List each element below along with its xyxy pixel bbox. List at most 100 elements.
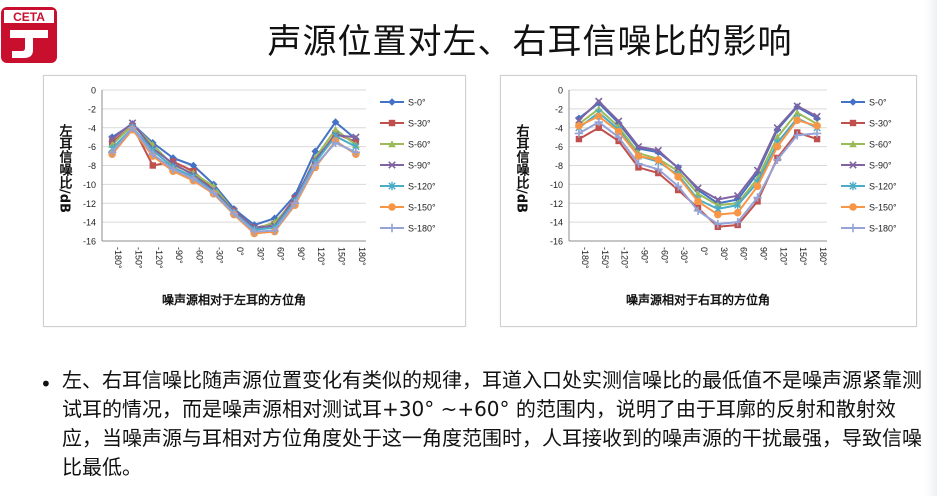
left-data-point xyxy=(250,227,259,236)
right-x-tick-label: -90° xyxy=(639,247,649,264)
left-legend-label: S-0° xyxy=(408,98,426,108)
right-data-point xyxy=(694,190,702,198)
left-legend-marker xyxy=(387,223,397,233)
left-y-tick-label: -16 xyxy=(83,237,96,247)
right-y-tick-label: -8 xyxy=(555,161,563,171)
left-x-tick-label: 30° xyxy=(255,247,265,261)
right-x-tick-label: 150° xyxy=(798,247,808,266)
right-data-point xyxy=(674,164,682,173)
left-y-axis-label: 左耳信噪比/dB xyxy=(57,123,73,213)
left-legend-label: S-120° xyxy=(408,182,436,192)
left-ear-chart-svg: 0 -2 -4 -6 -8 -10 -12 -14 -16 -180° -150° -120° -90°… xyxy=(57,86,437,308)
left-x-axis-label: 噪声源相对于左耳的方位角 xyxy=(162,292,306,307)
left-legend-marker xyxy=(388,119,396,127)
right-data-point xyxy=(694,184,702,192)
right-data-point xyxy=(773,142,782,151)
left-data-point xyxy=(107,148,117,157)
right-data-point xyxy=(733,191,742,200)
left-y-tick-label: -12 xyxy=(83,199,96,209)
right-data-point xyxy=(694,197,702,206)
right-data-point xyxy=(594,117,603,127)
right-data-point xyxy=(813,112,821,121)
ceta-logo: CETA xyxy=(1,7,57,63)
right-data-point xyxy=(753,182,762,191)
left-data-point xyxy=(168,165,178,174)
right-legend-marker xyxy=(849,161,857,169)
right-y-tick-label: -14 xyxy=(550,218,563,228)
right-legend-label: S-150° xyxy=(869,203,897,213)
left-legend-marker xyxy=(388,140,396,148)
right-series-6 xyxy=(574,117,822,229)
left-data-point xyxy=(148,149,157,159)
right-data-point xyxy=(634,142,643,151)
right-legend-marker xyxy=(849,140,857,148)
left-data-point xyxy=(311,147,320,156)
right-y-tick-label: -16 xyxy=(550,237,563,247)
right-legend-label: S-90° xyxy=(869,161,892,171)
right-data-point xyxy=(574,129,584,138)
right-y-tick-label: -6 xyxy=(555,142,563,152)
right-x-tick-label: -120° xyxy=(620,247,630,269)
right-data-point xyxy=(575,135,583,143)
left-y-tick-label: -6 xyxy=(88,142,96,152)
left-x-tick-label: 150° xyxy=(337,247,347,266)
right-data-point xyxy=(594,99,603,108)
right-legend-marker xyxy=(849,203,857,211)
left-y-tick-label: -8 xyxy=(88,161,96,171)
right-data-point xyxy=(654,148,663,157)
right-data-point xyxy=(714,210,722,219)
right-x-axis-label: 噪声源相对于右耳的方位角 xyxy=(626,292,770,307)
right-x-tick-label: -60° xyxy=(659,247,669,264)
left-legend-label: S-90° xyxy=(408,161,431,171)
right-series-3 xyxy=(575,97,821,204)
right-data-point xyxy=(614,127,623,136)
left-x-tick-label: 90° xyxy=(296,247,306,261)
left-data-point xyxy=(128,123,137,132)
logo-text: CETA xyxy=(13,10,45,24)
left-y-tick-label: -14 xyxy=(83,218,96,228)
right-data-point xyxy=(793,116,802,124)
left-data-point xyxy=(352,133,360,141)
left-legend-label: S-60° xyxy=(408,140,431,150)
left-legend-marker xyxy=(388,98,396,106)
right-data-point xyxy=(793,102,801,110)
right-data-point xyxy=(733,208,742,217)
right-legend-marker xyxy=(849,119,857,127)
left-x-tick-label: -30° xyxy=(215,247,225,264)
right-legend-label: S-30° xyxy=(869,119,892,129)
right-x-tick-label: 0° xyxy=(699,247,709,256)
right-data-point xyxy=(654,156,663,164)
left-data-point xyxy=(189,174,198,183)
right-y-tick-label: 0 xyxy=(558,86,563,96)
right-y-tick-label: -4 xyxy=(555,123,563,133)
left-x-tick-label: -180° xyxy=(113,247,123,269)
left-data-point xyxy=(331,138,340,148)
right-data-point xyxy=(713,219,723,229)
left-legend-label: S-180° xyxy=(408,224,436,234)
right-legend-marker xyxy=(849,98,857,106)
right-data-point xyxy=(634,159,643,168)
right-ear-chart-svg: 0 -2 -4 -6 -8 -10 -12 -14 -16 -180° -150° -120° -90°… xyxy=(514,86,898,308)
right-data-point xyxy=(733,217,742,227)
right-y-tick-label: -10 xyxy=(550,180,563,190)
right-ear-chart: 0 -2 -4 -6 -8 -10 -12 -14 -16 -180° -150° -120° -90°… xyxy=(500,75,917,327)
right-data-point xyxy=(812,129,822,138)
left-x-tick-label: 120° xyxy=(316,247,326,266)
left-data-point xyxy=(108,135,116,143)
right-y-axis-label: 右耳信噪比/dB xyxy=(514,123,531,213)
left-y-tick-label: 0 xyxy=(91,86,96,96)
logo-band xyxy=(4,10,54,23)
left-x-tick-label: 60° xyxy=(276,247,286,261)
right-data-point xyxy=(714,195,722,204)
right-data-point xyxy=(614,117,623,125)
right-legend-label: S-0° xyxy=(869,98,887,108)
right-x-tick-label: 120° xyxy=(778,247,788,266)
right-legend-label: S-120° xyxy=(869,182,897,192)
right-data-point xyxy=(634,152,643,160)
left-legend-label: S-150° xyxy=(408,203,436,213)
left-data-point xyxy=(331,118,340,126)
right-legend-marker xyxy=(849,181,857,191)
left-data-point xyxy=(331,125,340,133)
right-data-point xyxy=(753,193,762,202)
right-x-tick-label: -30° xyxy=(679,247,689,264)
